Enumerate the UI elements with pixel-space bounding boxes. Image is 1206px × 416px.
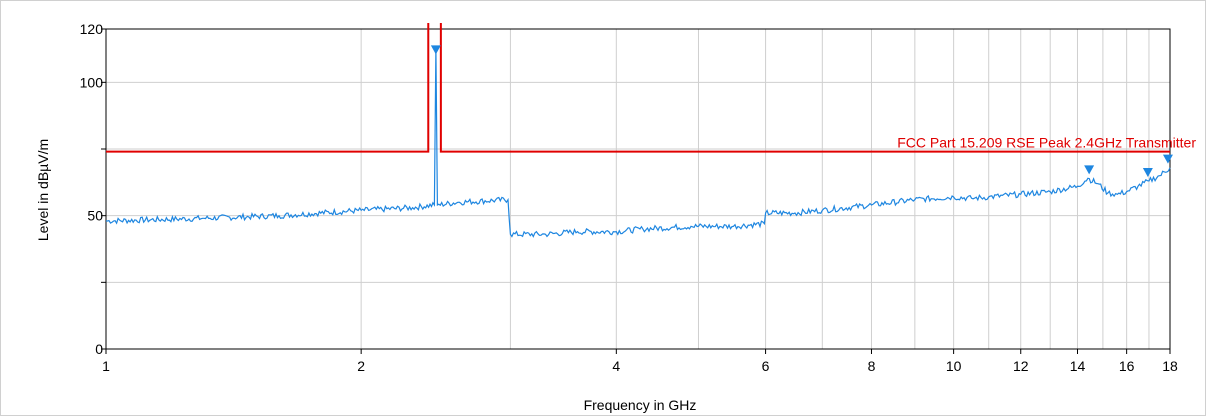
- x-tick-label: 8: [868, 358, 876, 374]
- marker-layer: [430, 45, 1173, 177]
- peak-marker: [1084, 165, 1095, 175]
- limit-line-label: FCC Part 15.209 RSE Peak 2.4GHz Transmit…: [897, 135, 1196, 151]
- peak-marker: [1142, 168, 1153, 177]
- x-tick-label: 10: [946, 358, 962, 374]
- y-tick-label: 120: [80, 21, 104, 37]
- plot-area: [105, 28, 1171, 350]
- x-tick-label: 4: [612, 358, 620, 374]
- y-tick-label: 50: [87, 208, 103, 224]
- x-tick-label: 18: [1162, 358, 1178, 374]
- y-tick-label: 0: [95, 341, 103, 357]
- peak-marker: [430, 45, 441, 55]
- x-axis-label: Frequency in GHz: [584, 397, 697, 413]
- y-tick-label: 100: [80, 74, 104, 90]
- x-tick-label: 12: [1013, 358, 1029, 374]
- x-tick-label: 16: [1119, 358, 1135, 374]
- series-layer: [106, 47, 1171, 238]
- x-tick-label: 6: [762, 358, 770, 374]
- y-axis-label: Level in dBµV/m: [35, 139, 51, 241]
- peak-marker: [1162, 154, 1173, 164]
- x-tick-label: 14: [1070, 358, 1086, 374]
- limit-layer: [106, 23, 1170, 153]
- limit-line: [106, 23, 1170, 153]
- x-tick-label: 2: [357, 358, 365, 374]
- series-line: [106, 47, 1171, 238]
- x-tick-label: 1: [102, 358, 110, 374]
